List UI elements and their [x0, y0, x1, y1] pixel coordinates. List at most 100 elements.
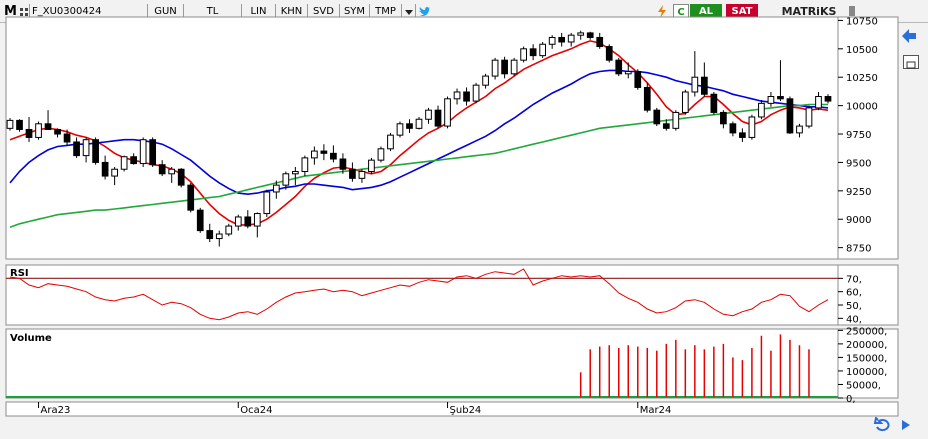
candle-body — [529, 48, 537, 57]
candle-body — [263, 191, 271, 215]
ma-line-2 — [9, 103, 828, 228]
dropdown-arrow-icon[interactable] — [402, 4, 416, 20]
sym-button[interactable]: SYM — [340, 4, 370, 20]
candle-body — [25, 128, 33, 138]
candle-body — [73, 141, 80, 157]
volume-tick-label: 200000, — [846, 340, 887, 351]
candle-body — [387, 134, 394, 150]
candle-body — [358, 171, 366, 179]
scale-button[interactable]: LIN — [242, 4, 276, 20]
sell-button[interactable]: SAT — [726, 4, 758, 19]
rsi-line — [9, 268, 829, 321]
candle-body — [501, 59, 508, 75]
candle-body — [672, 111, 680, 129]
buy-button[interactable]: AL — [690, 4, 722, 19]
price-tick-label: 9500 — [846, 158, 871, 169]
volume-tick-label: 0, — [846, 394, 856, 405]
candle-body — [225, 225, 233, 235]
tools-icon[interactable] — [848, 4, 856, 19]
lightning-icon[interactable] — [656, 4, 668, 19]
candle-body — [54, 128, 61, 135]
candle-body — [149, 139, 157, 166]
rsi-title: RSI — [10, 268, 29, 279]
candle-body — [92, 139, 99, 163]
candle-body — [244, 216, 252, 227]
candle-body — [311, 150, 318, 159]
candle-body — [272, 184, 280, 193]
candle-body — [548, 36, 556, 45]
tmp-button[interactable]: TMP — [370, 4, 402, 20]
volume-panel — [5, 328, 839, 399]
candle-body — [196, 209, 204, 232]
candle-body — [805, 107, 813, 127]
candle-body — [234, 216, 242, 227]
candle-body — [577, 32, 585, 36]
candle-body — [720, 111, 727, 125]
candle-body — [444, 98, 451, 127]
volume-panel-axis — [837, 328, 899, 399]
candle-body — [120, 156, 128, 170]
period-button[interactable]: GUN — [148, 4, 184, 20]
volume-title: Volume — [10, 333, 52, 344]
grid-icon[interactable] — [18, 4, 30, 20]
candle-body — [16, 119, 23, 130]
candle-body — [681, 91, 689, 113]
candle-body — [739, 132, 746, 138]
time-tick-label: Oca24 — [240, 405, 272, 416]
candle-body — [520, 48, 527, 61]
candle-body — [653, 109, 661, 125]
candle-body — [482, 75, 489, 86]
candle-body — [215, 233, 223, 240]
candle-body — [491, 59, 499, 77]
price-tick-label: 10000 — [846, 102, 878, 113]
back-arrow-icon[interactable] — [900, 27, 920, 45]
candle-body — [786, 98, 794, 134]
brand-label: MATRiKS — [781, 5, 837, 18]
candle-body — [815, 96, 822, 109]
time-axis — [5, 401, 899, 417]
candle-body — [63, 133, 71, 143]
refresh-icon[interactable] — [873, 415, 893, 433]
candle-body — [710, 93, 718, 113]
candle-body — [796, 125, 803, 134]
rsi-tick-label: 50, — [846, 301, 862, 312]
rsi-tick-label: 40, — [846, 314, 862, 325]
candle-body — [748, 116, 756, 138]
price-tick-label: 8750 — [846, 244, 871, 255]
candle-body — [624, 71, 632, 75]
candle-body — [605, 46, 613, 61]
candle-body — [177, 168, 185, 186]
candle-body — [6, 119, 14, 129]
candle-body — [301, 157, 309, 173]
candle-body — [187, 184, 195, 211]
candle-body — [539, 43, 547, 57]
svd-button[interactable]: SVD — [308, 4, 340, 20]
candle-body — [615, 59, 623, 75]
candle-body — [415, 118, 423, 129]
volume-tick-label: 150000, — [846, 353, 887, 364]
candle-body — [425, 109, 432, 120]
candle-body — [111, 168, 118, 177]
khn-button[interactable]: KHN — [276, 4, 308, 20]
candle-body — [330, 152, 337, 160]
candle-body — [339, 158, 347, 170]
price-tick-label: 10250 — [846, 73, 878, 84]
candle-body — [206, 230, 214, 240]
candle-body — [700, 76, 708, 95]
price-tick-label: 9000 — [846, 215, 871, 226]
candle-body — [368, 159, 375, 173]
scroll-right-icon[interactable] — [896, 417, 916, 433]
candle-body — [320, 150, 328, 154]
candle-body — [767, 96, 775, 104]
candle-body — [35, 123, 42, 138]
candle-body — [291, 171, 299, 175]
time-tick-label: Şub24 — [450, 405, 482, 416]
twitter-icon[interactable] — [416, 4, 432, 20]
maximize-icon[interactable] — [903, 55, 919, 69]
candle-body — [349, 168, 356, 179]
currency-button[interactable]: TL — [184, 4, 242, 20]
rsi-tick-label: 70, — [846, 274, 862, 285]
symbol-field[interactable]: F_XU0300424 — [30, 4, 148, 20]
candle-body — [82, 139, 90, 157]
